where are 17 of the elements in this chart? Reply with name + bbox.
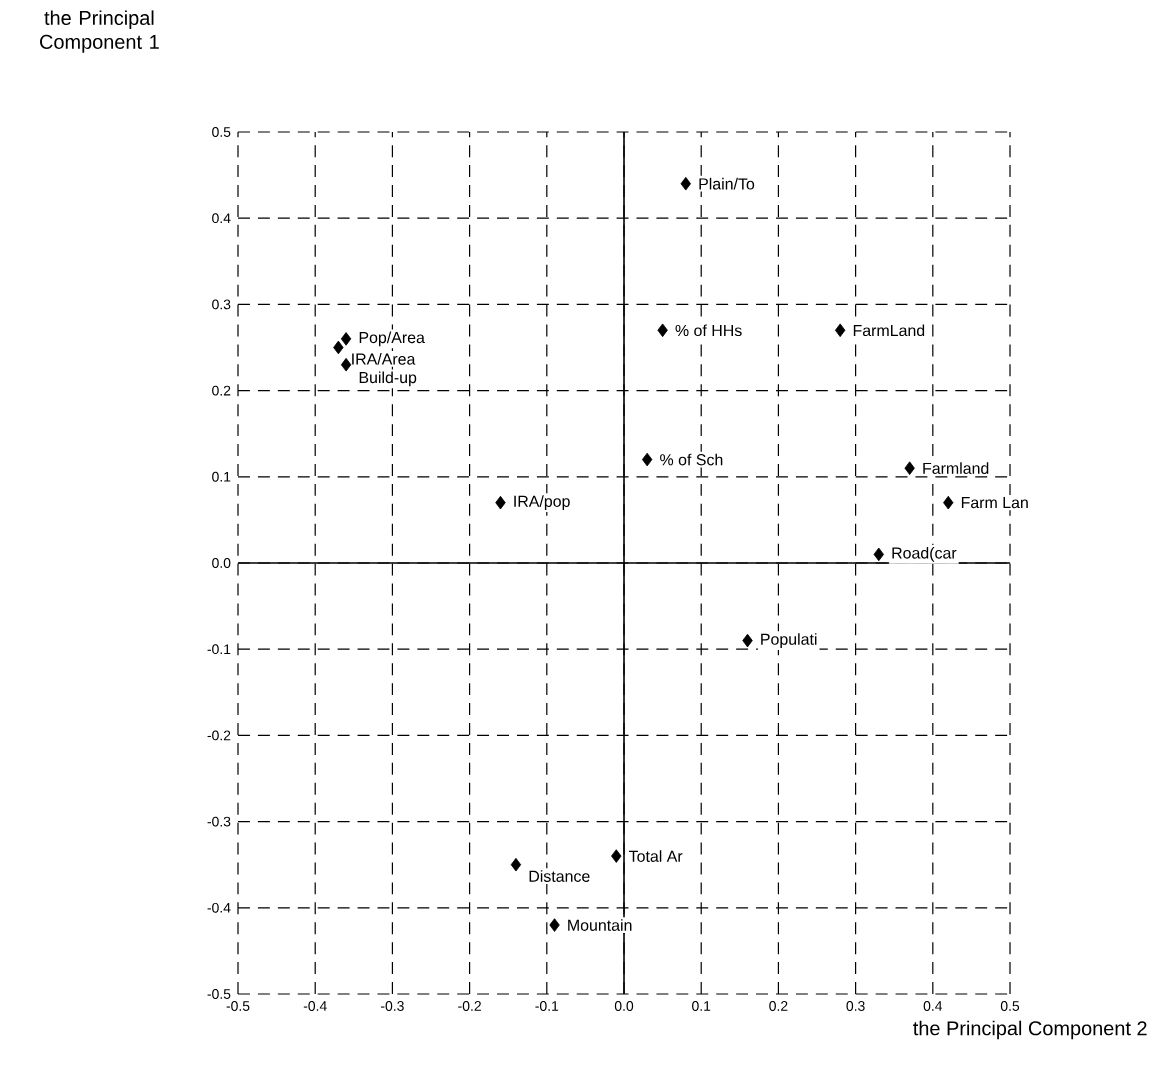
point — [611, 849, 622, 863]
y-axis-title: the Principal Component 1 — [40, 10, 159, 53]
point — [657, 323, 668, 338]
point — [495, 495, 506, 510]
point — [904, 461, 915, 475]
point — [680, 176, 691, 191]
point — [340, 332, 352, 346]
point — [333, 340, 344, 355]
point — [340, 357, 352, 372]
point — [549, 918, 560, 932]
point — [834, 323, 846, 338]
point — [873, 547, 884, 562]
x-axis-title: the Principal Component 2 — [913, 1020, 1147, 1040]
point — [742, 633, 753, 648]
point — [510, 857, 522, 872]
point — [641, 452, 653, 467]
point — [943, 495, 954, 510]
